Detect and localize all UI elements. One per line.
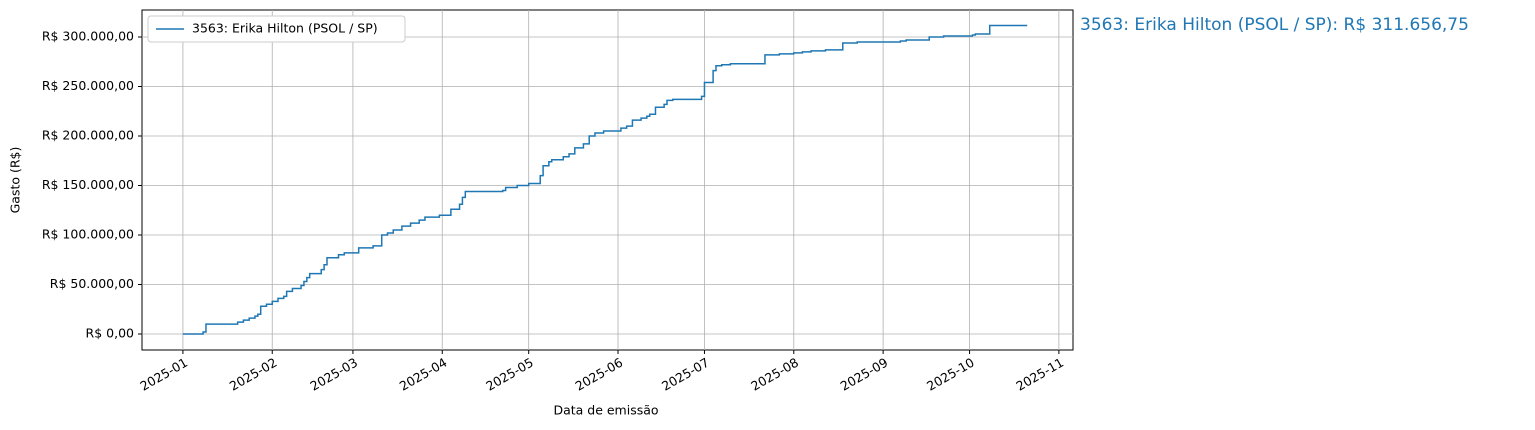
y-tick-label: R$ 0,00 bbox=[86, 326, 134, 341]
x-tick-label: 2025-01 bbox=[137, 355, 190, 394]
x-tick-label: 2025-10 bbox=[924, 355, 977, 394]
y-tick-label: R$ 50.000,00 bbox=[50, 276, 134, 291]
x-tick-label: 2025-11 bbox=[1013, 355, 1066, 394]
y-tick-label: R$ 150.000,00 bbox=[42, 177, 134, 192]
x-tick-label: 2025-08 bbox=[748, 355, 801, 394]
x-tick-label: 2025-02 bbox=[227, 355, 280, 394]
legend-box bbox=[147, 15, 406, 43]
y-tick-label: R$ 300.000,00 bbox=[42, 28, 134, 43]
y-axis-label: Gasto (R$) bbox=[8, 147, 23, 214]
x-axis-label: Data de emissão bbox=[553, 403, 658, 418]
x-tick-label: 2025-07 bbox=[659, 355, 712, 394]
x-tick-label: 2025-05 bbox=[483, 355, 536, 394]
x-tick-label: 2025-03 bbox=[307, 355, 360, 394]
x-tick-label: 2025-04 bbox=[397, 355, 450, 394]
y-tick-label: R$ 100.000,00 bbox=[42, 227, 134, 242]
data-line bbox=[182, 24, 1028, 335]
y-tick-label: R$ 250.000,00 bbox=[42, 78, 134, 93]
plot-frame bbox=[141, 9, 1074, 351]
legend-label: 3563: Erika Hilton (PSOL / SP) bbox=[192, 21, 378, 36]
y-tick-label: R$ 200.000,00 bbox=[42, 127, 134, 142]
annotation: 3563: Erika Hilton (PSOL / SP): R$ 311.6… bbox=[1080, 15, 1469, 35]
x-tick-label: 2025-06 bbox=[573, 355, 626, 394]
x-tick-label: 2025-09 bbox=[838, 355, 891, 394]
